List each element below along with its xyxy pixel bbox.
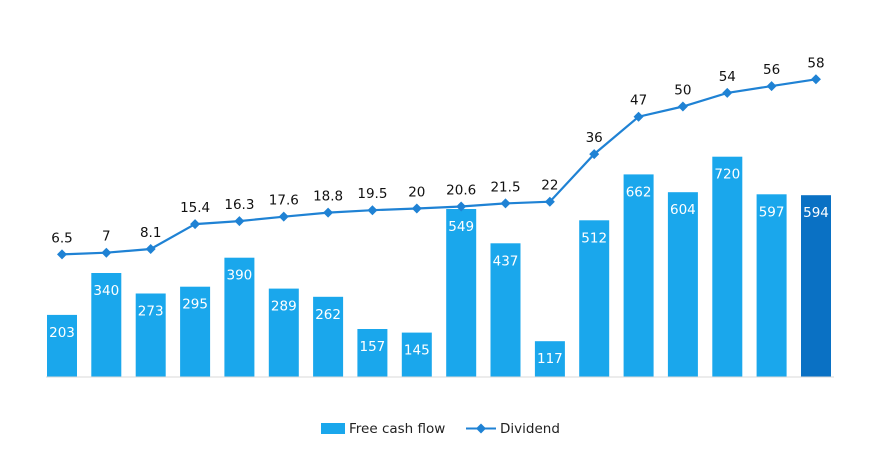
bar-value-label-9: 145 [404,343,430,359]
bar-free-cash-flow-15 [667,192,698,377]
bar-free-cash-flow-9 [401,332,432,377]
dividend-marker-12 [544,196,555,207]
dividend-marker-4 [190,219,201,230]
bar-free-cash-flow-18 [801,195,831,377]
bar-free-cash-flow-14 [623,174,654,377]
dividend-value-label-11: 21.5 [490,179,520,195]
dividend-marker-17 [766,81,777,92]
dividend-marker-8 [367,205,378,216]
legend-label-free-cash-flow: Free cash flow [349,421,445,437]
dividend-marker-6 [278,211,289,222]
dividend-value-label-17: 56 [763,62,780,78]
bar-value-label-2: 340 [93,283,119,299]
bar-value-label-17: 597 [759,204,785,220]
dividend-value-label-15: 50 [674,83,691,99]
dividend-value-label-10: 20.6 [446,183,476,199]
bar-free-cash-flow-12 [534,341,565,377]
dividend-value-label-9: 20 [408,185,425,201]
dividend-marker-16 [722,87,733,98]
dividend-line [61,78,817,256]
dividend-value-label-16: 54 [719,69,736,85]
dividend-marker-2 [101,247,112,258]
bar-value-label-13: 512 [581,230,607,246]
dividend-value-label-8: 19.5 [357,186,387,202]
dividend-marker-10 [456,201,467,212]
dividend-marker-9 [411,203,422,214]
dividend-marker-15 [677,101,688,112]
dividend-value-label-3: 8.1 [140,225,161,241]
dividend-value-label-4: 15.4 [180,200,210,216]
dividend-value-label-6: 17.6 [269,193,299,209]
bar-free-cash-flow-3 [135,293,166,377]
dividend-marker-1 [57,249,67,260]
bar-free-cash-flow-1 [47,314,77,377]
bar-value-label-6: 289 [271,299,297,315]
dividend-value-label-13: 36 [586,130,603,146]
bar-free-cash-flow-7 [313,296,344,377]
dividend-marker-13 [589,149,600,160]
bar-free-cash-flow-8 [357,329,388,377]
bar-value-label-15: 604 [670,202,696,218]
bar-value-label-10: 549 [448,219,474,235]
bar-free-cash-flow-6 [268,288,299,377]
bar-free-cash-flow-2 [91,273,122,377]
bar-free-cash-flow-4 [180,286,211,377]
dividend-value-label-7: 18.8 [313,189,343,205]
dividend-value-label-5: 16.3 [224,197,254,213]
dividend-marker-14 [633,111,644,122]
bar-free-cash-flow-10 [446,209,477,377]
bars-layer: 203 340 273 295 390 289 262 157 145 549 437 117 512 6… [47,156,831,377]
bar-free-cash-flow-13 [579,220,610,377]
dividend-marker-7 [323,207,334,218]
dividend-value-label-14: 47 [630,93,647,109]
bar-free-cash-flow-11 [490,243,521,377]
legend-bar-swatch [321,423,345,434]
legend-diamond-marker [476,423,486,434]
bar-value-label-14: 662 [626,184,652,200]
bar-free-cash-flow-5 [224,257,255,377]
bar-value-label-16: 720 [714,167,740,183]
bar-value-label-8: 157 [360,339,386,355]
bar-value-label-1: 203 [49,325,75,341]
legend: Free cash flow Dividend [321,421,560,437]
bar-value-label-12: 117 [537,351,563,367]
dividend-marker-18 [810,74,821,85]
bar-value-label-7: 262 [315,307,341,323]
dividend-value-label-12: 22 [541,178,558,194]
bar-value-label-3: 273 [138,304,164,320]
dividend-value-label-1: 6.5 [51,230,72,246]
dividend-value-label-2: 7 [102,229,111,245]
bar-value-label-5: 390 [227,268,253,284]
bar-value-label-4: 295 [182,297,208,313]
bar-value-label-11: 437 [493,253,519,269]
dividend-value-label-18: 58 [807,55,824,71]
line-layer: 6.5 7 8.1 15.4 16.3 17.6 18.8 19.5 20 20.6 21.5 22 3… [51,55,825,260]
dividend-marker-3 [145,243,156,254]
bar-free-cash-flow-17 [756,194,787,377]
dividend-marker-5 [234,216,245,227]
legend-label-dividend: Dividend [500,421,560,437]
bar-free-cash-flow-16 [712,156,743,377]
bar-value-label-18: 594 [803,205,829,221]
dividend-marker-11 [500,198,511,209]
